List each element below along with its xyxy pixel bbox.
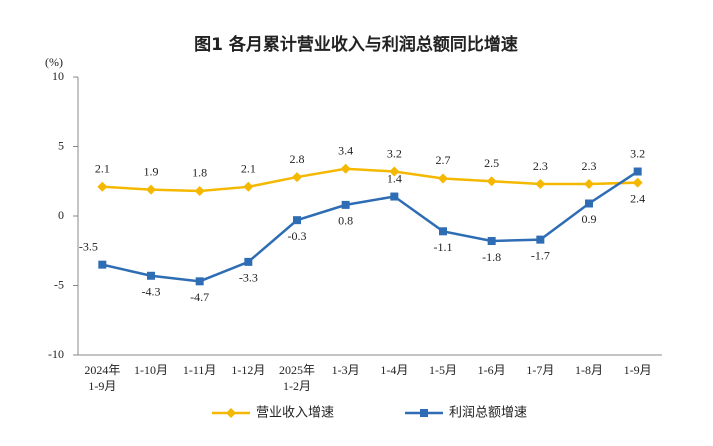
point <box>536 235 545 244</box>
x-tick-line: 1-12月 <box>231 363 265 377</box>
point <box>146 184 156 195</box>
data-label: 1.8 <box>192 166 207 180</box>
data-label: -3.3 <box>239 271 258 285</box>
data-label: -1.7 <box>531 248 550 262</box>
point <box>97 181 108 192</box>
data-label: -4.7 <box>190 290 209 304</box>
data-label: 2.8 <box>290 152 305 166</box>
x-tick-label: 1-12月 <box>231 363 265 377</box>
data-label: -1.8 <box>482 250 501 264</box>
point <box>390 192 399 201</box>
data-label: 0.9 <box>582 212 597 226</box>
x-tick-line: 1-5月 <box>429 363 457 377</box>
data-label: -0.3 <box>288 229 307 243</box>
series-line <box>102 170 639 283</box>
point <box>585 199 593 208</box>
x-tick-line: 1-10月 <box>134 363 168 377</box>
point <box>438 173 448 184</box>
point <box>584 179 594 190</box>
x-tick-label: 1-8月 <box>575 363 603 377</box>
x-tick-label: 1-6月 <box>478 363 506 377</box>
x-tick-label: 1-11月 <box>183 363 217 377</box>
y-tick-label: -10 <box>48 347 64 361</box>
chart-title: 图1 各月累计营业收入与利润总额同比增速 <box>194 34 518 55</box>
data-label: 2.4 <box>630 191 645 205</box>
x-tick-line: 1-4月 <box>380 363 408 377</box>
y-tick-label: 0 <box>58 208 64 222</box>
data-label: -3.5 <box>79 239 98 253</box>
x-tick-line: 1-8月 <box>575 363 603 377</box>
data-label: 3.2 <box>630 146 645 160</box>
point <box>341 200 350 209</box>
data-label: -4.3 <box>142 285 161 299</box>
point <box>244 257 253 266</box>
data-label: 2.5 <box>484 156 499 170</box>
point <box>293 216 301 225</box>
x-tick-label: 1-5月 <box>429 363 457 377</box>
x-tick-label: 1-7月 <box>526 363 554 377</box>
point <box>292 172 302 183</box>
x-tick-label: 1-9月 <box>624 363 652 377</box>
x-tick-line: 1-11月 <box>183 363 217 377</box>
data-label: 3.2 <box>387 146 402 160</box>
data-label: 2.3 <box>533 159 548 173</box>
y-tick-label: 10 <box>52 69 64 83</box>
data-label: 1.9 <box>144 164 159 178</box>
data-label: 1.4 <box>387 171 402 185</box>
point <box>632 177 643 188</box>
y-tick-label: 5 <box>58 138 64 152</box>
x-tick-label: 2025年 1-2月 <box>279 363 315 393</box>
point <box>439 227 447 236</box>
data-label: 2.7 <box>436 153 451 167</box>
x-tick-label: 1-10月 <box>134 363 168 377</box>
y-axis-label: (%) <box>45 55 63 69</box>
data-label: 2.3 <box>582 159 597 173</box>
legend-marker <box>420 409 428 417</box>
x-tick-label: 1-4月 <box>380 363 408 377</box>
x-tick-line: 1-9月 <box>624 363 652 377</box>
point <box>389 166 400 177</box>
x-tick-line: 1-7月 <box>526 363 554 377</box>
point <box>98 260 107 269</box>
legend-marker <box>226 408 236 418</box>
y-tick-label: -5 <box>54 277 64 291</box>
x-tick-line: 1-3月 <box>332 363 360 377</box>
series-line <box>102 167 638 193</box>
x-tick-line: 1-9月 <box>88 379 116 393</box>
point <box>487 237 496 246</box>
data-label: 2.1 <box>95 162 110 176</box>
point <box>194 185 205 196</box>
data-label: -1.1 <box>434 240 453 254</box>
point <box>486 176 497 187</box>
point <box>243 181 254 192</box>
x-tick-line: 2025年 <box>279 363 315 377</box>
legend-label: 利润总额增速 <box>449 406 527 421</box>
point <box>535 179 546 190</box>
legend-label: 营业收入增速 <box>256 406 334 421</box>
x-tick-line: 1-6月 <box>478 363 506 377</box>
data-label: 0.8 <box>338 214 353 228</box>
x-tick-line: 2024年 <box>84 363 120 377</box>
x-tick-label: 1-3月 <box>332 363 360 377</box>
point <box>340 163 351 174</box>
x-tick-label: 2024年 1-9月 <box>84 363 120 393</box>
data-label: 3.4 <box>338 143 353 157</box>
point <box>633 167 642 176</box>
point <box>147 271 155 280</box>
point <box>195 277 204 286</box>
x-tick-line: 1-2月 <box>283 379 311 393</box>
data-label: 2.1 <box>241 162 256 176</box>
